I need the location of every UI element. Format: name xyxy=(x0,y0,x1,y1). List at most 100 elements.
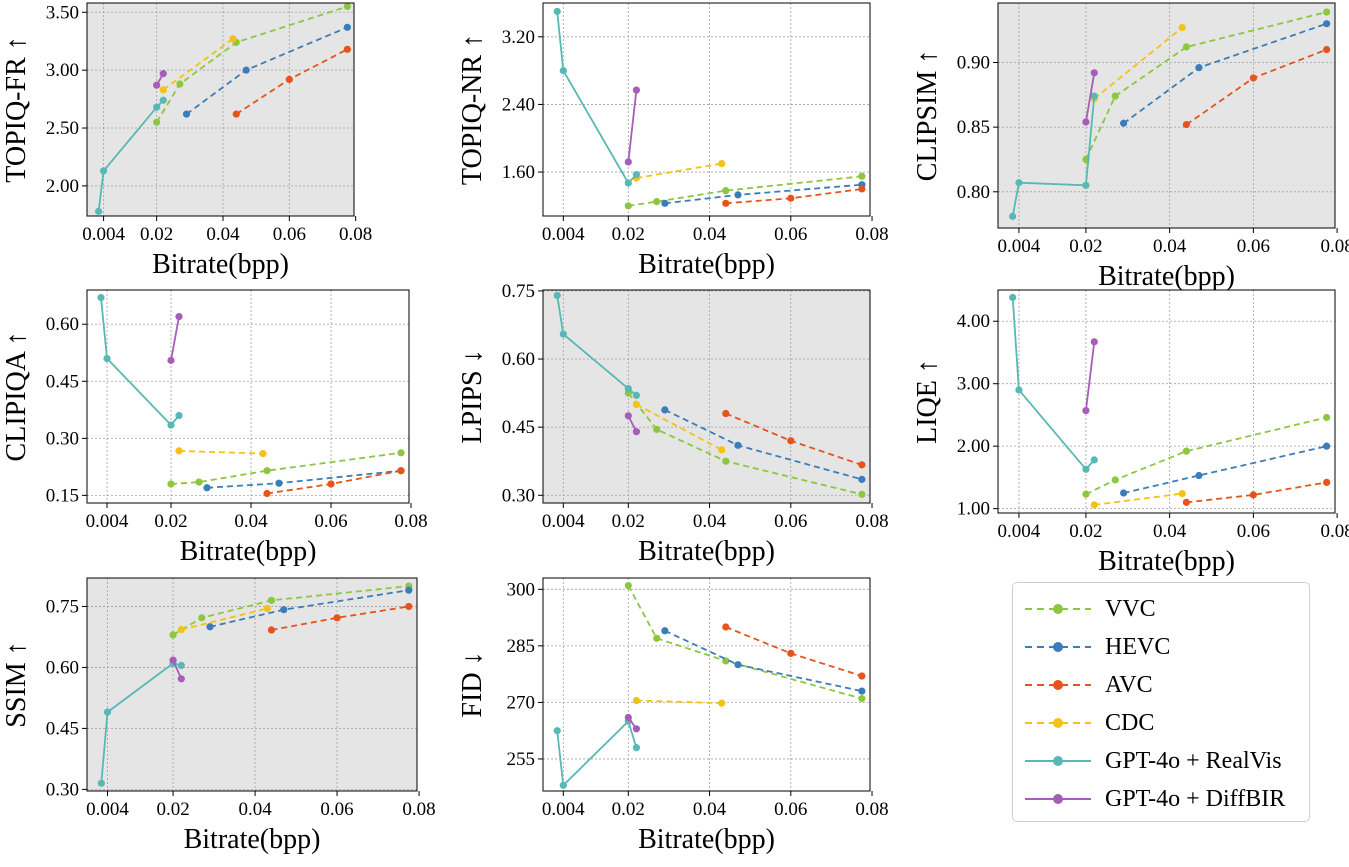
y-tick-label: 0.30 xyxy=(46,779,79,800)
x-tick-label: 0.004 xyxy=(998,236,1041,257)
legend-swatch-gpt4o-realvis xyxy=(1025,756,1091,766)
y-tick-label: 1.00 xyxy=(957,499,990,520)
plot-area xyxy=(543,578,870,791)
x-tick-label: 0.004 xyxy=(86,799,129,820)
x-axis-label: Bitrate(bpp) xyxy=(638,824,775,855)
data-point-vvc xyxy=(263,467,271,475)
series-line-vvc xyxy=(172,585,409,636)
data-point-gpt-4o-realvis xyxy=(177,661,185,669)
y-tick-label: 0.15 xyxy=(46,485,79,506)
y-tick-label: 0.45 xyxy=(46,718,79,739)
legend-marker xyxy=(1053,718,1063,728)
data-point-vvc xyxy=(198,614,206,622)
data-point-avc xyxy=(858,185,866,193)
x-tick-label: 0.06 xyxy=(320,799,353,820)
data-point-cdc xyxy=(263,604,271,613)
data-point-avc xyxy=(1323,478,1331,486)
y-tick-label: 0.90 xyxy=(957,52,990,73)
series-line-vvc xyxy=(1085,11,1327,160)
legend-swatch-hevc xyxy=(1025,642,1091,652)
data-point-avc xyxy=(267,626,276,634)
data-point-avc xyxy=(397,467,405,475)
x-tick-label: 0.08 xyxy=(855,799,888,820)
data-point-avc xyxy=(343,45,351,53)
data-point-vvc xyxy=(176,80,184,88)
y-axis-label: LIQE ↑ xyxy=(912,359,943,444)
legend-swatch-gpt4o-diffbir xyxy=(1025,794,1091,804)
y-tick-label: 0.30 xyxy=(46,428,79,449)
axes-frame xyxy=(86,289,410,504)
axes-frame xyxy=(86,577,418,792)
series-line-vvc xyxy=(628,175,862,207)
x-tick-label: 0.08 xyxy=(394,511,427,532)
data-point-vvc xyxy=(624,202,632,210)
y-tick-label: 0.85 xyxy=(957,117,990,138)
x-axis-label: Bitrate(bpp) xyxy=(184,824,321,855)
x-tick-label: 0.08 xyxy=(1320,521,1349,542)
x-tick-label: 0.02 xyxy=(140,224,173,245)
data-point-hevc xyxy=(405,586,413,594)
series-line-cdc xyxy=(636,162,722,179)
data-point-hevc xyxy=(858,475,866,483)
series-line-gpt-4o-diffbir xyxy=(1085,341,1096,411)
data-point-hevc xyxy=(275,479,283,487)
y-axis-label: SSIM ↑ xyxy=(1,641,32,727)
y-tick-label: 4.00 xyxy=(957,311,990,332)
axes-frame xyxy=(86,2,355,217)
y-axis-label: FID ↓ xyxy=(457,651,488,717)
chart-6: 0.004 0.02 0.04 0.06 0.08 1.00 2.00 3.00 4.00 Bit… xyxy=(912,289,1349,577)
legend-item-gpt4o-diffbir: GPT-4o + DiffBIR xyxy=(1021,781,1306,817)
x-tick-label: 0.06 xyxy=(314,511,347,532)
y-tick-label: 0.30 xyxy=(502,485,535,506)
x-axis-label: Bitrate(bpp) xyxy=(1098,546,1235,577)
chart-4: 0.004 0.02 0.04 0.06 0.08 0.15 0.30 0.45 0.60 Bit… xyxy=(1,289,428,567)
y-tick-label: 0.60 xyxy=(46,314,79,335)
data-point-gpt-4o-realvis xyxy=(624,384,632,393)
legend-label: CDC xyxy=(1105,710,1155,736)
data-point-cdc xyxy=(718,446,726,454)
data-point-hevc xyxy=(1119,489,1128,497)
y-tick-label: 3.00 xyxy=(957,374,990,395)
y-tick-label: 3.50 xyxy=(46,2,79,23)
y-tick-label: 3.00 xyxy=(46,60,79,81)
series-line-cdc xyxy=(1094,492,1183,506)
legend-item-hevc: HEVC xyxy=(1021,629,1306,665)
legend-label: GPT-4o + RealVis xyxy=(1105,748,1282,774)
data-point-gpt-4o-realvis xyxy=(553,291,561,300)
y-tick-label: 255 xyxy=(507,749,536,770)
data-point-gpt-4o-diffbir xyxy=(1082,118,1090,126)
x-axis-label: Bitrate(bpp) xyxy=(152,249,289,280)
data-point-gpt-4o-diffbir xyxy=(1090,338,1098,346)
data-point-avc xyxy=(722,623,730,631)
series-line-vvc xyxy=(627,392,863,496)
series-line-cdc xyxy=(178,450,264,455)
series-line-gpt-4o-realvis xyxy=(556,295,637,397)
data-point-avc xyxy=(1249,491,1257,499)
axes-frame xyxy=(542,577,871,792)
chart-legend: VVC HEVC AVC CDC GPT-4o + RealVis GPT-4o… xyxy=(1012,582,1310,822)
data-point-gpt-4o-realvis xyxy=(1090,92,1098,100)
plot-area xyxy=(543,290,870,503)
x-tick-label: 0.02 xyxy=(154,511,187,532)
data-point-gpt-4o-diffbir xyxy=(175,313,183,321)
data-point-cdc xyxy=(1178,23,1186,32)
axes-frame xyxy=(997,289,1336,514)
legend-marker xyxy=(1053,794,1063,804)
x-tick-label: 0.06 xyxy=(1237,236,1270,257)
data-point-hevc xyxy=(1119,119,1128,127)
series-line-gpt-4o-diffbir xyxy=(627,89,638,163)
data-point-gpt-4o-realvis xyxy=(632,170,641,179)
x-tick-label: 0.04 xyxy=(1153,236,1187,257)
legend-swatch-vvc xyxy=(1025,604,1091,614)
series-line-vvc xyxy=(170,451,402,485)
data-point-gpt-4o-diffbir xyxy=(624,158,632,166)
x-tick-label: 0.02 xyxy=(1069,236,1102,257)
legend-item-gpt4o-realvis: GPT-4o + RealVis xyxy=(1021,743,1306,779)
data-point-avc xyxy=(232,110,240,118)
data-point-gpt-4o-realvis xyxy=(559,330,567,338)
data-point-cdc xyxy=(632,696,641,705)
x-tick-label: 0.02 xyxy=(612,224,645,245)
series-line-avc xyxy=(1186,481,1327,504)
data-point-gpt-4o-diffbir xyxy=(153,81,161,89)
data-point-avc xyxy=(787,194,795,202)
